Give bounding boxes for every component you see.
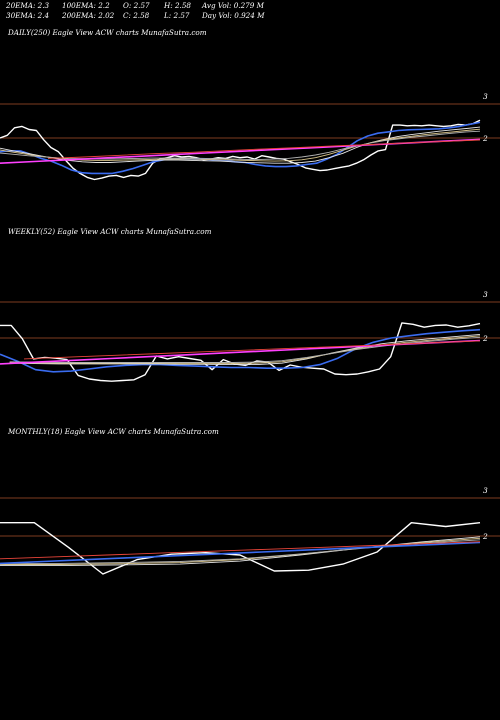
daily-series-line-3 xyxy=(0,128,481,162)
monthly-series-line-5 xyxy=(0,541,481,560)
weekly-series-line-1 xyxy=(0,328,481,373)
avg-volume-stat: Avg Vol: 0.279 M xyxy=(202,1,264,10)
monthly-chart-title: MONTHLY(18) Eagle View ACW charts Munafa… xyxy=(8,427,219,436)
day-volume-stat: Day Vol: 0.924 M xyxy=(202,11,265,20)
daily-tick-label-2: 2 xyxy=(482,134,488,143)
monthly-tick-label-2: 2 xyxy=(482,532,488,541)
weekly-series-line-2 xyxy=(9,333,481,366)
close-stat: C: 2.58 xyxy=(123,11,150,20)
daily-series-line-6 xyxy=(47,139,481,159)
ema30-stat: 30EMA: 2.4 xyxy=(6,11,50,20)
daily-series-line-0 xyxy=(0,119,481,181)
weekly-series-line-6 xyxy=(23,340,481,360)
weekly-tick-label-3: 3 xyxy=(483,290,488,299)
low-stat: L: 2.57 xyxy=(164,11,190,20)
high-stat: H: 2.58 xyxy=(164,1,191,10)
monthly-series-line-4 xyxy=(0,541,481,565)
ema200-stat: 200EMA: 2.02 xyxy=(62,11,115,20)
daily-series-line-2 xyxy=(0,126,481,164)
daily-chart-title: DAILY(250) Eagle View ACW charts MunafaS… xyxy=(8,28,207,37)
weekly-tick-label-2: 2 xyxy=(482,334,488,343)
monthly-series-line-0 xyxy=(0,522,481,575)
ema20-stat: 20EMA: 2.3 xyxy=(6,1,50,10)
ema100-stat: 100EMA: 2.2 xyxy=(62,1,110,10)
daily-tick-label-3: 3 xyxy=(483,92,488,101)
weekly-chart-title: WEEKLY(52) Eagle View ACW charts MunafaS… xyxy=(8,227,212,236)
monthly-tick-label-3: 3 xyxy=(483,486,488,495)
open-stat: O: 2.57 xyxy=(123,1,150,10)
monthly-series-line-1 xyxy=(0,536,481,567)
daily-series-line-1 xyxy=(0,121,481,175)
weekly-series-line-3 xyxy=(9,335,481,365)
